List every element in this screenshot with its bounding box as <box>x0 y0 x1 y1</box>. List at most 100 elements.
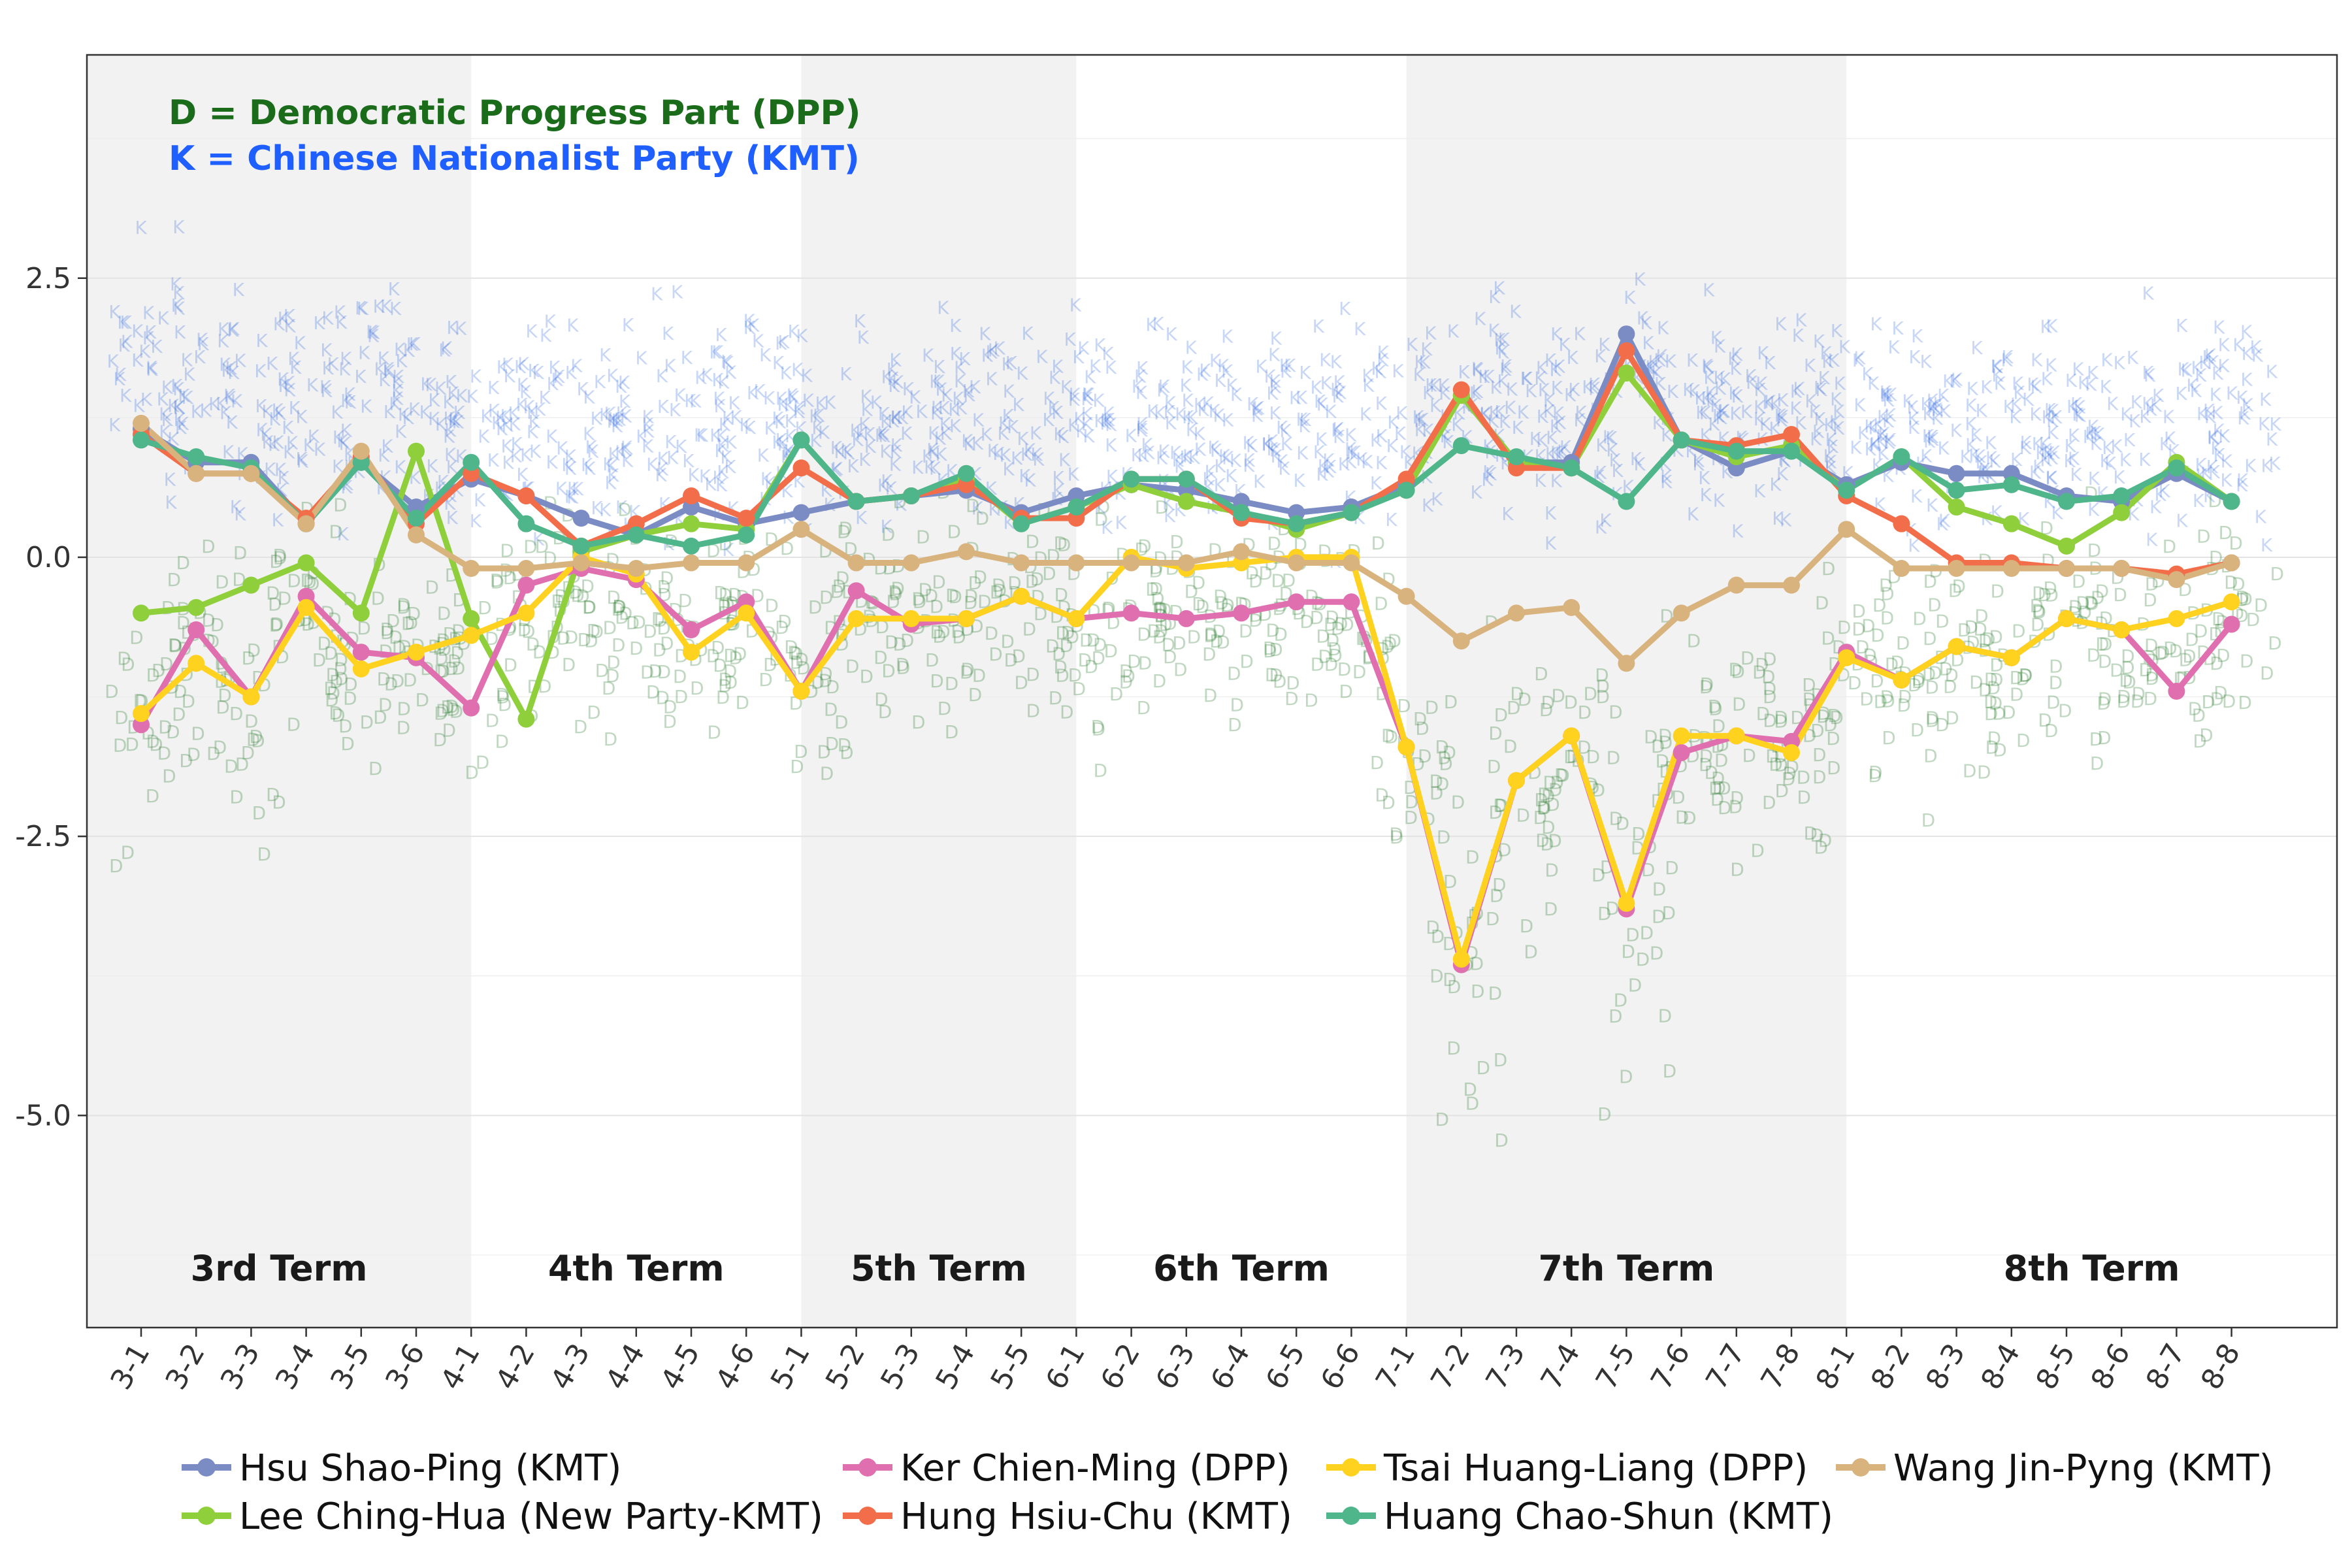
kmt-cloud-letter: K <box>1073 408 1086 430</box>
x-tick-label: 4-3 <box>544 1338 596 1396</box>
kmt-cloud-letter: K <box>284 315 296 336</box>
dpp-cloud-letter: D <box>500 540 514 562</box>
dpp-cloud-letter: D <box>268 593 282 615</box>
dpp-cloud-letter: D <box>1510 683 1524 705</box>
dpp-cloud-letter: D <box>1868 765 1882 787</box>
dpp-cloud-letter: D <box>1060 702 1074 723</box>
dpp-cloud-letter: D <box>357 617 371 639</box>
dpp-cloud-letter: D <box>401 613 416 634</box>
dpp-cloud-letter: D <box>498 694 512 715</box>
kmt-cloud-letter: K <box>118 335 130 356</box>
kmt-cloud-letter: K <box>438 339 451 361</box>
kmt-cloud-letter: K <box>1687 504 1699 525</box>
kmt-cloud-letter: K <box>1375 425 1388 447</box>
dpp-cloud-letter: D <box>985 623 999 644</box>
dpp-cloud-letter: D <box>478 597 492 619</box>
dpp-cloud-letter: D <box>1636 949 1650 970</box>
kmt-cloud-letter: K <box>1197 399 1209 421</box>
kmt-cloud-letter: K <box>274 459 287 480</box>
x-tick-label: 7-5 <box>1590 1338 1642 1396</box>
dpp-cloud-letter: D <box>206 743 221 764</box>
kmt-cloud-letter: K <box>394 338 406 360</box>
kmt-cloud-letter: K <box>1497 370 1509 392</box>
dpp-cloud-letter: D <box>1471 981 1485 1002</box>
kmt-cloud-letter: K <box>1630 448 1642 470</box>
dpp-cloud-letter: D <box>300 570 314 591</box>
kmt-cloud-letter: K <box>395 350 408 372</box>
kmt-cloud-letter: K <box>514 356 527 378</box>
kmt-cloud-letter: K <box>1754 480 1766 502</box>
dpp-cloud-letter: D <box>2163 536 2177 557</box>
kmt-cloud-letter: K <box>264 459 276 480</box>
dpp-cloud-letter: D <box>716 687 730 708</box>
kmt-cloud-letter: K <box>287 348 300 369</box>
kmt-cloud-letter: K <box>373 296 385 318</box>
dpp-cloud-letter: D <box>1609 808 1623 829</box>
kmt-cloud-letter: K <box>142 302 155 323</box>
kmt-cloud-letter: K <box>164 468 176 490</box>
series-point <box>2168 571 2185 589</box>
kmt-cloud-letter: K <box>1665 350 1677 372</box>
dpp-cloud-letter: D <box>425 576 439 598</box>
x-tick-label: 4-2 <box>489 1338 542 1396</box>
kmt-cloud-letter: K <box>303 434 316 456</box>
series-point <box>738 510 755 527</box>
dpp-cloud-letter: D <box>1203 685 1218 706</box>
dpp-cloud-letter: D <box>391 670 405 692</box>
dpp-cloud-letter: D <box>169 635 183 657</box>
x-tick-label: 7-1 <box>1369 1338 1422 1396</box>
dpp-cloud-letter: D <box>1122 665 1136 687</box>
dpp-cloud-letter: D <box>2201 691 2215 713</box>
dpp-cloud-letter: D <box>1057 534 1071 555</box>
dpp-cloud-letter: D <box>201 610 216 631</box>
kmt-cloud-letter: K <box>403 340 416 361</box>
dpp-cloud-letter: D <box>1609 701 1623 723</box>
kmt-cloud-letter: K <box>1911 325 1923 347</box>
kmt-cloud-letter: K <box>453 402 466 423</box>
series-point <box>463 627 480 644</box>
series-point <box>188 465 205 482</box>
series-point <box>2058 610 2075 627</box>
kmt-cloud-letter: K <box>2123 429 2136 451</box>
kmt-cloud-letter: K <box>902 378 915 400</box>
dpp-cloud-letter: D <box>1465 847 1480 868</box>
dpp-cloud-letter: D <box>735 692 749 713</box>
dpp-cloud-letter: D <box>1605 898 1620 919</box>
kmt-cloud-letter: K <box>261 400 274 422</box>
dpp-cloud-letter: D <box>1192 593 1206 615</box>
kmt-cloud-letter: K <box>218 318 230 340</box>
series-point <box>1508 448 1525 466</box>
kmt-cloud-letter: K <box>394 457 406 478</box>
kmt-cloud-letter: K <box>696 425 709 446</box>
kmt-cloud-letter: K <box>662 323 674 344</box>
term-label: 8th Term <box>2004 1248 2180 1289</box>
dpp-cloud-letter: D <box>1444 691 1458 713</box>
kmt-cloud-letter: K <box>642 436 654 457</box>
dpp-cloud-letter: D <box>445 696 459 717</box>
kmt-cloud-letter: K <box>334 302 346 323</box>
kmt-cloud-letter: K <box>1354 318 1366 340</box>
legend-label: Ker Chien-Ming (DPP) <box>900 1447 1290 1490</box>
series-point <box>683 537 700 555</box>
dpp-cloud-letter: D <box>1812 744 1827 766</box>
dpp-cloud-letter: D <box>172 704 186 725</box>
series-point <box>1563 598 1580 616</box>
kmt-cloud-letter: K <box>382 358 395 380</box>
dpp-cloud-letter: D <box>495 684 510 706</box>
kmt-cloud-letter: K <box>425 374 437 395</box>
kmt-cloud-letter: K <box>1289 387 1301 408</box>
kmt-cloud-letter: K <box>283 372 295 393</box>
kmt-cloud-letter: K <box>466 385 479 407</box>
kmt-cloud-letter: K <box>1573 323 1586 344</box>
dpp-cloud-letter: D <box>121 842 135 864</box>
kmt-cloud-letter: K <box>1795 310 1807 331</box>
kmt-cloud-letter: K <box>223 385 236 406</box>
y-axis: 2.5 0.0 -2.5 -5.0 <box>15 262 87 1132</box>
kmt-cloud-letter: K <box>174 321 186 343</box>
x-tick-label: 5-1 <box>764 1338 817 1396</box>
dpp-cloud-letter: D <box>896 657 911 679</box>
dpp-cloud-letter: D <box>1534 663 1548 685</box>
x-tick-label: 8-8 <box>2195 1338 2247 1396</box>
kmt-cloud-letter: K <box>922 344 934 366</box>
kmt-cloud-letter: K <box>1324 456 1337 478</box>
